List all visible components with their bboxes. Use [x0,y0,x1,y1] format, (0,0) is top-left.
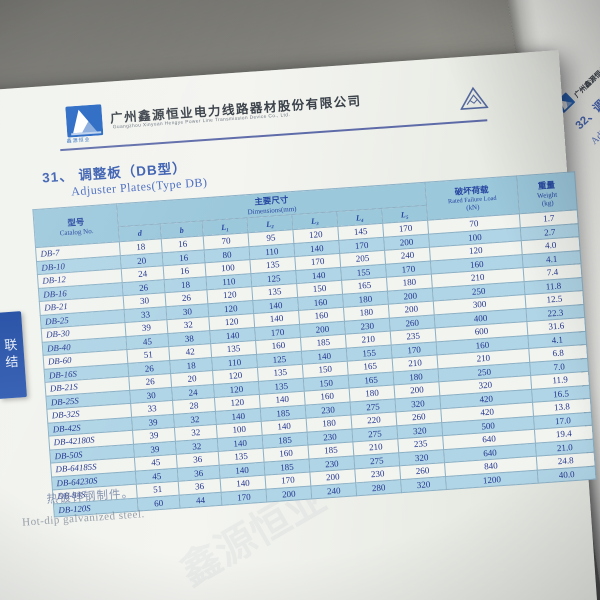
catalog-page: 鑫源恒业 鑫源恒业 鑫源恒业 鑫源恒业 鑫源恒业 广州鑫源恒业电力线路器材股份有… [0,50,600,600]
col-weight: 重量 Weight (kg) [516,171,578,214]
col-failure-load: 破坏荷载 Rated Failure Load (kN) [424,175,520,221]
col-catalog: 型号 Catalog No. [32,203,120,248]
adjuster-plate-table: 型号 Catalog No. 主要尺寸 Dimensions(mm) 破坏荷载 … [32,171,597,517]
company-logo-icon [65,104,104,138]
logo-caption: 鑫源恒业 [66,137,91,145]
triangle-mark-icon [459,85,489,116]
table-body: DB-7 18 16 70 95 120 145 170 70 1.7 DB-10 20 16 80 110… [35,209,597,517]
next-page-company: 广州鑫源恒业电力线路器材股份有限公司 [573,32,600,100]
